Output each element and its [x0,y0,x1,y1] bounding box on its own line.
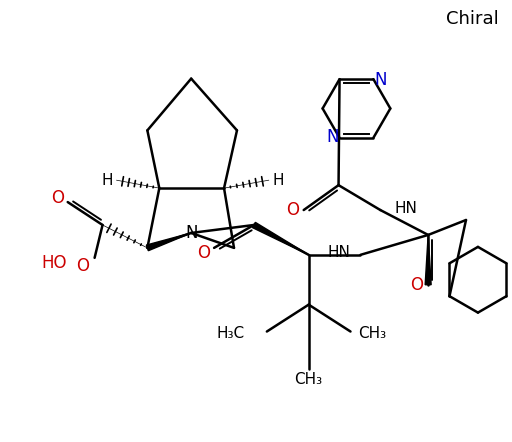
Text: HN: HN [328,245,351,260]
Text: O: O [76,257,89,275]
Text: Chiral: Chiral [446,10,499,28]
Text: O: O [51,189,64,207]
Text: N: N [326,128,339,146]
Text: HO: HO [41,254,67,272]
Text: O: O [198,244,210,262]
Text: CH₃: CH₃ [294,372,323,387]
Text: HN: HN [394,201,417,216]
Text: O: O [410,276,423,294]
Polygon shape [425,235,431,285]
Text: CH₃: CH₃ [358,326,387,341]
Text: H: H [272,173,284,188]
Text: N: N [185,224,198,242]
Polygon shape [146,233,191,251]
Text: H: H [102,173,113,188]
Text: H₃C: H₃C [217,326,245,341]
Text: O: O [286,201,299,219]
Polygon shape [252,222,309,255]
Text: N: N [374,71,387,89]
